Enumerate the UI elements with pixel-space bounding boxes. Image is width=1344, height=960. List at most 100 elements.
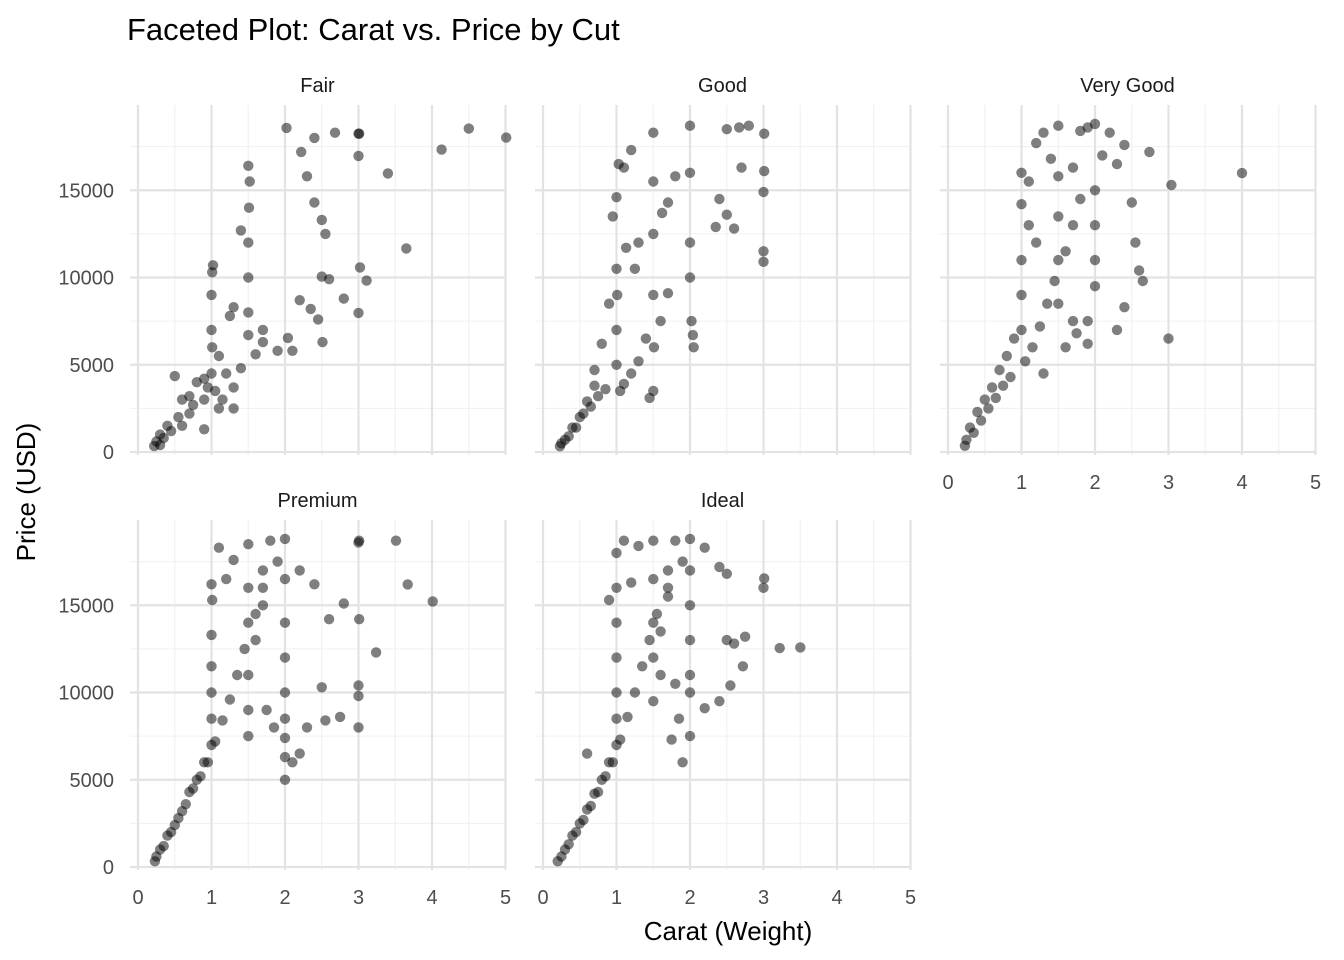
data-point xyxy=(250,634,261,646)
data-point xyxy=(959,440,971,451)
data-point xyxy=(294,748,305,759)
data-point xyxy=(206,629,217,641)
data-point xyxy=(149,856,161,867)
data-point xyxy=(684,600,696,611)
data-point xyxy=(353,307,364,319)
data-point xyxy=(644,634,655,646)
data-point xyxy=(281,122,292,134)
data-point xyxy=(633,356,644,367)
data-point xyxy=(1034,321,1046,332)
data-point xyxy=(1023,176,1034,187)
x-tick-label: 5 xyxy=(500,887,511,909)
data-point xyxy=(552,856,563,867)
data-point xyxy=(199,424,210,435)
data-point xyxy=(670,535,681,546)
data-point xyxy=(968,427,979,438)
data-point xyxy=(603,594,615,606)
data-point xyxy=(176,394,188,405)
x-tick-label: 2 xyxy=(684,887,695,909)
data-point xyxy=(1049,275,1060,287)
data-point xyxy=(1019,356,1031,367)
x-tick-label: 3 xyxy=(1163,472,1174,494)
data-point xyxy=(261,704,272,716)
data-point xyxy=(734,122,745,133)
data-point xyxy=(618,535,630,546)
data-point xyxy=(1008,333,1020,344)
data-point xyxy=(309,197,320,208)
data-point xyxy=(633,540,644,552)
data-point xyxy=(243,582,254,593)
data-point xyxy=(622,711,633,723)
data-point xyxy=(1104,127,1115,138)
data-point xyxy=(662,288,674,299)
data-point xyxy=(1042,298,1053,309)
data-point xyxy=(1016,167,1027,178)
data-point xyxy=(1027,342,1038,353)
data-point xyxy=(213,350,225,362)
data-point xyxy=(279,533,291,545)
data-point xyxy=(305,303,316,315)
data-point xyxy=(684,634,696,646)
data-point xyxy=(282,332,294,344)
data-point xyxy=(257,565,269,576)
data-point xyxy=(463,123,474,134)
facet-panel: Premium 0 5000 10000 15000 0 1 2 3 4 5 xyxy=(58,490,511,909)
data-point xyxy=(554,441,566,452)
data-point xyxy=(279,774,291,785)
facet-panel: Ideal 0 1 2 3 4 5 xyxy=(535,490,916,909)
data-point xyxy=(611,263,622,274)
data-point xyxy=(294,565,305,576)
data-point xyxy=(149,440,160,452)
data-point xyxy=(165,826,177,838)
data-point xyxy=(759,573,770,584)
data-point xyxy=(640,333,652,344)
data-point xyxy=(648,573,659,585)
data-point xyxy=(611,713,622,724)
data-point xyxy=(296,146,307,158)
data-point xyxy=(1053,298,1064,309)
y-tick-label: 10000 xyxy=(58,683,114,705)
data-point xyxy=(1089,185,1101,196)
data-point xyxy=(1023,220,1034,231)
data-point xyxy=(320,228,331,240)
data-point xyxy=(611,192,622,203)
data-point xyxy=(710,221,721,233)
data-point xyxy=(1111,158,1123,170)
facet-strip-label: Ideal xyxy=(701,490,744,512)
data-point xyxy=(250,608,261,620)
data-point xyxy=(626,144,637,156)
data-point xyxy=(1053,254,1064,266)
x-tick-label: 0 xyxy=(537,887,548,909)
data-point xyxy=(294,295,305,306)
data-point xyxy=(611,359,622,370)
facet-strip-label: Very Good xyxy=(1080,75,1175,97)
x-tick-label: 0 xyxy=(132,887,143,909)
data-point xyxy=(279,687,291,698)
data-point xyxy=(390,535,402,546)
data-point xyxy=(279,652,291,663)
data-point xyxy=(279,751,291,763)
data-point xyxy=(1089,220,1101,231)
data-point xyxy=(1137,275,1149,287)
data-point xyxy=(670,171,681,182)
data-point xyxy=(316,682,327,693)
data-point xyxy=(361,275,372,286)
data-point xyxy=(279,617,291,628)
data-point xyxy=(184,408,195,419)
data-point xyxy=(243,539,254,550)
data-point xyxy=(279,732,291,744)
data-point xyxy=(648,127,659,138)
data-point xyxy=(570,422,582,433)
x-tick-label: 3 xyxy=(758,887,769,909)
data-point xyxy=(687,329,699,341)
data-point xyxy=(607,757,618,768)
data-point xyxy=(758,186,769,198)
data-point xyxy=(169,370,180,382)
data-point xyxy=(301,171,313,182)
data-point xyxy=(615,734,626,745)
data-point xyxy=(301,722,313,733)
data-point xyxy=(620,242,632,253)
data-point xyxy=(714,193,725,205)
data-point xyxy=(994,364,1005,376)
